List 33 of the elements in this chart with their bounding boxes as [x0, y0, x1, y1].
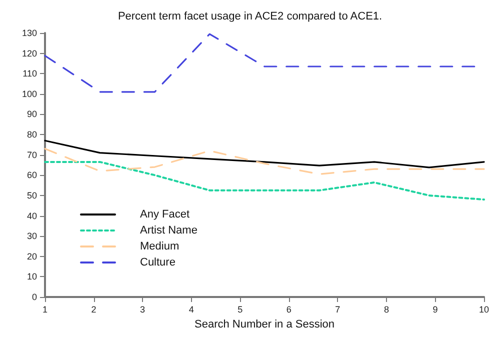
- y-tick-label: 40: [26, 210, 37, 221]
- y-tick-label: 60: [26, 170, 37, 180]
- x-tick-label: 10: [478, 304, 490, 314]
- y-tick-label: 20: [26, 251, 37, 262]
- y-tick-label: 120: [22, 48, 37, 58]
- y-tick-label: 10: [26, 272, 37, 282]
- y-tick-label: 80: [26, 130, 37, 140]
- x-tick-label: 5: [238, 304, 243, 314]
- y-tick-label: 50: [26, 190, 37, 200]
- x-tick-label: 2: [91, 304, 96, 314]
- y-tick-label: 100: [22, 88, 37, 99]
- x-tick-label: 9: [432, 304, 438, 314]
- x-tick-label: 6: [286, 304, 292, 314]
- y-tick-label: 90: [26, 109, 37, 120]
- legend-label: Artist Name: [140, 224, 198, 236]
- x-tick-label: 3: [140, 304, 146, 314]
- x-tick-label: 1: [42, 304, 48, 314]
- line-series: [44, 148, 485, 175]
- x-tick-label: 4: [188, 304, 194, 314]
- y-tick-label: 0: [32, 292, 37, 302]
- x-tick-label: 7: [335, 304, 340, 314]
- legend-label: Any Facet: [140, 208, 190, 220]
- y-tick-label: 110: [22, 68, 37, 79]
- legend-label: Medium: [140, 240, 180, 252]
- legend-label: Culture: [140, 256, 176, 268]
- line-series: [44, 140, 485, 168]
- line-series: [44, 160, 485, 201]
- x-tick-label: 8: [384, 304, 389, 314]
- chart-title: Percent term facet usage in ACE2 compared to ACE1.: [118, 10, 382, 22]
- y-tick-label: 70: [26, 150, 37, 160]
- x-axis-title: Search Number in a Session: [194, 318, 335, 330]
- y-tick-label: 130: [22, 28, 37, 38]
- y-tick-label: 30: [26, 231, 37, 242]
